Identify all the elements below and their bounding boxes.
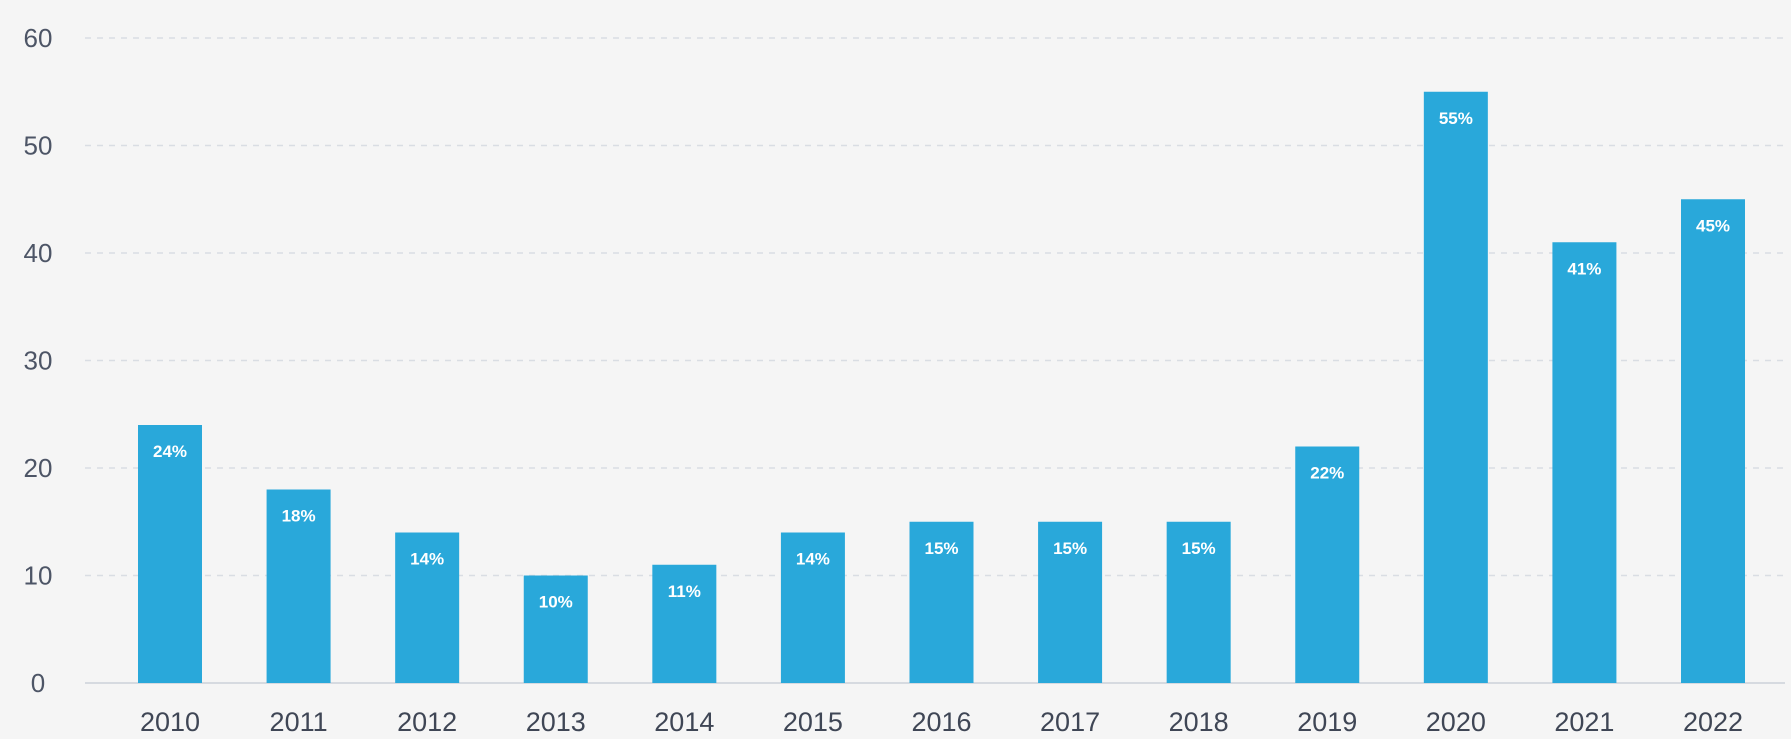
bar-data-label: 15% (1182, 539, 1216, 558)
bar-2014 (652, 564, 717, 683)
x-tick-label: 2010 (140, 707, 200, 737)
y-tick-label: 0 (31, 668, 45, 698)
y-tick-label: 60 (24, 23, 53, 53)
x-tick-label: 2014 (654, 707, 714, 737)
bar-data-label: 10% (539, 593, 573, 612)
bar-data-label: 45% (1696, 216, 1730, 235)
y-tick-label: 10 (24, 561, 53, 591)
bar-2022 (1681, 199, 1745, 683)
x-tick-label: 2011 (270, 707, 328, 737)
x-tick-label: 2013 (526, 707, 586, 737)
x-tick-label: 2017 (1040, 707, 1100, 737)
bar-data-label: 24% (153, 442, 187, 461)
bar-2015 (780, 532, 845, 683)
bar-2010 (138, 425, 202, 683)
bar-data-label: 55% (1439, 109, 1473, 128)
bar-data-label: 14% (796, 550, 830, 569)
bar-2020 (1423, 91, 1488, 683)
x-axis: 2010 2011 2012 2013 2014 2015 2016 2017 2018 2019… (140, 707, 1743, 737)
x-tick-label: 2012 (397, 707, 457, 737)
bar-data-label: 11% (668, 582, 701, 601)
y-axis: 0 10 20 30 40 50 60 (24, 23, 53, 698)
bar-data-label: 41% (1567, 259, 1601, 278)
bar-2011 (266, 489, 331, 683)
bar-2017 (1038, 521, 1103, 683)
bar-data-label: 14% (410, 550, 444, 569)
x-tick-label: 2015 (783, 707, 843, 737)
x-tick-label: 2019 (1297, 707, 1357, 737)
x-tick-label: 2021 (1554, 707, 1614, 737)
x-tick-label: 2018 (1169, 707, 1229, 737)
y-tick-label: 20 (24, 453, 53, 483)
bars: 24% 18% 14% 10% 11% 14% 15% 15% 15% 22% 55% 41% 45% (138, 91, 1745, 683)
bar-data-label: 15% (1053, 539, 1087, 558)
y-tick-label: 30 (24, 346, 53, 376)
x-tick-label: 2020 (1426, 707, 1486, 737)
bar-2013 (523, 575, 588, 683)
bar-data-label: 22% (1310, 464, 1344, 483)
x-tick-label: 2016 (911, 707, 971, 737)
y-tick-label: 40 (24, 238, 53, 268)
y-tick-label: 50 (24, 131, 53, 161)
bar-2018 (1166, 521, 1231, 683)
bar-data-label: 18% (282, 507, 316, 526)
bar-2012 (395, 532, 460, 683)
bar-2019 (1295, 446, 1360, 683)
bar-2021 (1552, 242, 1617, 683)
bar-data-label: 15% (924, 539, 958, 558)
bar-2016 (909, 521, 974, 683)
x-tick-label: 2022 (1683, 707, 1743, 737)
